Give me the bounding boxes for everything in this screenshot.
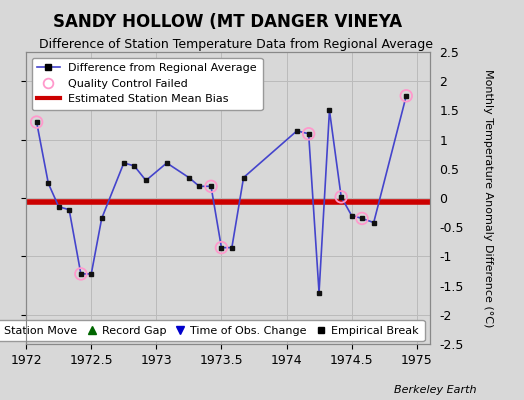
Point [358,215,366,222]
Point [337,194,345,200]
Text: Difference of Station Temperature Data from Regional Average: Difference of Station Temperature Data f… [39,38,433,51]
Title: SANDY HOLLOW (MT DANGER VINEYA: SANDY HOLLOW (MT DANGER VINEYA [53,13,402,31]
Point [217,244,226,251]
Text: Berkeley Earth: Berkeley Earth [395,385,477,395]
Point [304,130,313,137]
Y-axis label: Monthly Temperature Anomaly Difference (°C): Monthly Temperature Anomaly Difference (… [483,69,494,327]
Point [402,92,410,99]
Point [32,119,41,125]
Point [77,271,85,277]
Point [207,183,215,190]
Legend: Station Move, Record Gap, Time of Obs. Change, Empirical Break: Station Move, Record Gap, Time of Obs. C… [0,320,424,341]
